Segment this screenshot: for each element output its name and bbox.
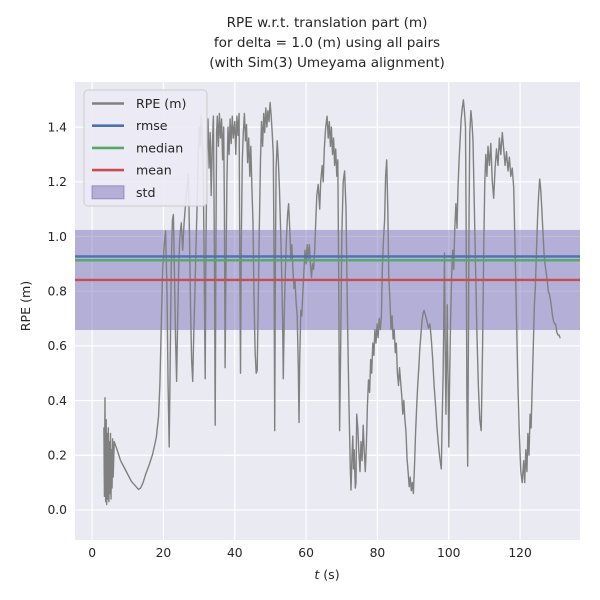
x-tick-label: 40 bbox=[227, 546, 243, 560]
legend-label: rmse bbox=[136, 118, 168, 133]
x-tick-label: 120 bbox=[508, 546, 531, 560]
legend-entry-mean: mean bbox=[92, 163, 172, 178]
x-tick-label: 0 bbox=[88, 546, 96, 560]
y-tick-label: 1.4 bbox=[47, 120, 67, 134]
x-tick-label: 80 bbox=[370, 546, 386, 560]
legend-box bbox=[83, 89, 208, 207]
x-tick-labels: 0 20 40 60 80 100 120 bbox=[88, 546, 532, 560]
y-tick-labels: 0.0 0.2 0.4 0.6 0.8 1.0 1.2 1.4 bbox=[47, 120, 67, 517]
legend-label: median bbox=[136, 140, 183, 155]
plot-title-line3: (with Sim(3) Umeyama alignment) bbox=[209, 55, 445, 71]
plot-title-line2: for delta = 1.0 (m) using all pairs bbox=[214, 35, 440, 51]
y-tick-label: 0.0 bbox=[47, 503, 67, 517]
y-tick-label: 0.6 bbox=[47, 339, 67, 353]
legend-label: mean bbox=[136, 163, 172, 178]
y-axis-label: RPE (m) bbox=[18, 281, 33, 331]
legend: RPE (m) rmse median mean std bbox=[83, 89, 208, 207]
legend-label: RPE (m) bbox=[136, 96, 186, 111]
legend-entry-median: median bbox=[92, 140, 183, 155]
y-tick-label: 0.2 bbox=[47, 449, 67, 463]
x-tick-label: 60 bbox=[298, 546, 314, 560]
legend-entry-rmse: rmse bbox=[92, 118, 168, 133]
y-tick-label: 1.2 bbox=[47, 175, 67, 189]
x-tick-label: 100 bbox=[437, 546, 460, 560]
y-tick-label: 0.8 bbox=[47, 284, 67, 298]
x-tick-label: 20 bbox=[156, 546, 172, 560]
plot-title-line1: RPE w.r.t. translation part (m) bbox=[227, 15, 428, 31]
y-tick-label: 0.4 bbox=[47, 394, 67, 408]
y-tick-label: 1.0 bbox=[47, 230, 67, 244]
legend-label: std bbox=[136, 185, 156, 200]
x-axis-label: t (s) bbox=[314, 567, 339, 582]
legend-entry-std: std bbox=[91, 185, 156, 200]
legend-entry-rpem: RPE (m) bbox=[92, 96, 186, 111]
stat-lines bbox=[75, 255, 580, 282]
legend-std-swatch bbox=[91, 185, 125, 200]
